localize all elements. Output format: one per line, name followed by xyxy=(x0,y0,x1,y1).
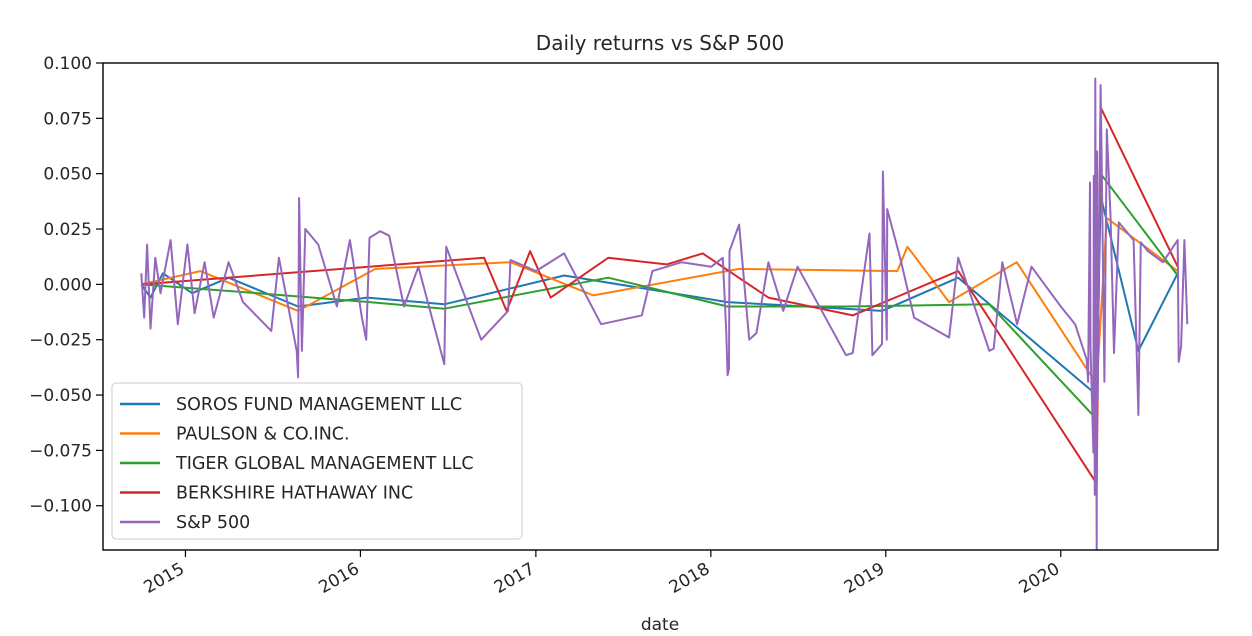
legend-entry: PAULSON & CO.INC. xyxy=(176,425,350,445)
series-line-4 xyxy=(140,77,1189,550)
legend-box xyxy=(111,382,523,540)
y-tick-label: −0.050 xyxy=(29,386,92,406)
y-tick-label: 0.025 xyxy=(43,220,92,240)
y-tick-label: −0.100 xyxy=(29,497,92,517)
series-line-3 xyxy=(141,106,1179,485)
y-tick-label: −0.075 xyxy=(29,441,92,461)
plot-frame xyxy=(102,62,1219,551)
y-tick-label: 0.075 xyxy=(43,109,92,129)
y-tick-label: −0.025 xyxy=(29,331,92,351)
y-tick-label: 0.000 xyxy=(43,275,92,295)
chart-title: Daily returns vs S&P 500 xyxy=(536,31,784,55)
y-tick-label: 0.100 xyxy=(43,54,92,74)
y-tick-label: 0.050 xyxy=(43,165,92,185)
x-axis-label: date xyxy=(641,615,679,635)
legend-entry: S&P 500 xyxy=(176,513,250,533)
y-axis: −0.100 −0.075 −0.050 −0.025 0.000 0.025 0.050 0… xyxy=(29,54,103,517)
series-line-1 xyxy=(141,217,1179,385)
legend-entry: SOROS FUND MANAGEMENT LLC xyxy=(176,395,462,415)
series-layer xyxy=(140,77,1189,550)
legend: SOROS FUND MANAGEMENT LLC PAULSON & CO.IN… xyxy=(111,382,523,540)
legend-entry: BERKSHIRE HATHAWAY INC xyxy=(176,484,413,504)
legend-entry: TIGER GLOBAL MANAGEMENT LLC xyxy=(175,454,474,474)
